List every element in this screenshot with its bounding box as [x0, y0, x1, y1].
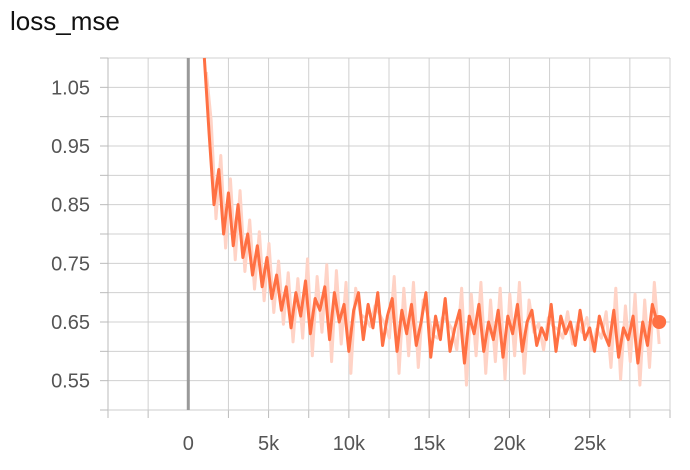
smoothed-series — [202, 57, 667, 365]
y-tick-label: 1.05 — [51, 77, 90, 99]
axes — [100, 57, 671, 418]
y-tick-label: 0.65 — [51, 312, 90, 334]
smoothed-series-line — [202, 57, 659, 365]
tick-labels: 0 5k 10k 15k 20k 25k 0.55 0.65 0.75 0.85 0.95 1.05 — [51, 77, 607, 455]
x-tick-label: 20k — [493, 433, 526, 455]
y-tick-label: 0.85 — [51, 195, 90, 217]
y-tick-label: 0.95 — [51, 136, 90, 158]
x-tick-label: 15k — [413, 433, 446, 455]
chart-title: loss_mse — [10, 6, 120, 36]
x-tick-label: 5k — [258, 433, 280, 455]
x-tick-label: 10k — [333, 433, 366, 455]
y-tick-label: 0.75 — [51, 253, 90, 275]
x-tick-label: 0 — [183, 433, 194, 455]
x-tick-label: 25k — [574, 433, 607, 455]
grid-lines — [107, 57, 671, 411]
last-point-marker — [652, 315, 667, 329]
y-tick-label: 0.55 — [51, 371, 90, 393]
